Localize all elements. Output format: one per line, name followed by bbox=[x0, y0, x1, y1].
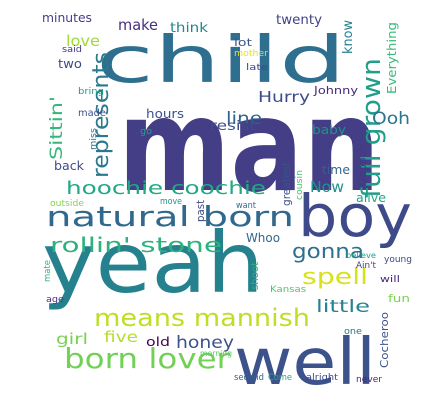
word-shoot: shoot bbox=[250, 262, 261, 290]
word-will: will bbox=[380, 275, 400, 285]
word-kansas: Kansas bbox=[270, 285, 306, 295]
word-now: Now bbox=[310, 178, 344, 196]
word-little: little bbox=[316, 297, 370, 317]
word-young: young bbox=[384, 255, 412, 265]
word-believe: believe bbox=[346, 251, 376, 260]
word-second: second bbox=[234, 373, 264, 383]
word-whoo: Whoo bbox=[246, 231, 280, 245]
word-lot: lot bbox=[234, 36, 253, 49]
word-outside: outside bbox=[50, 199, 84, 209]
word-minutes: minutes bbox=[42, 11, 92, 25]
word-resist: resist bbox=[210, 119, 256, 134]
word-know: know bbox=[341, 20, 356, 54]
word-alive: alive bbox=[356, 191, 386, 205]
word-born-lover: born lover bbox=[64, 342, 231, 375]
word-ooh: Ooh bbox=[372, 109, 410, 129]
word-one: one bbox=[344, 327, 362, 337]
word-hurry: Hurry bbox=[258, 88, 310, 106]
word-twenty: twenty bbox=[276, 13, 322, 28]
word-well: well bbox=[234, 326, 376, 400]
word-everything: Everything bbox=[385, 22, 399, 94]
word-want: want bbox=[236, 201, 256, 211]
word-two: two bbox=[58, 57, 82, 71]
word-fun: fun bbox=[388, 292, 410, 305]
word-time: time bbox=[322, 163, 350, 177]
word-rollin-stone: rollin' stone bbox=[50, 233, 222, 257]
word-sittin: Sittin' bbox=[47, 96, 67, 160]
word-love: love bbox=[66, 32, 100, 50]
word-hoochie-coochie: hoochie coochie bbox=[66, 178, 266, 199]
word-mate: mate bbox=[43, 260, 53, 282]
word-hours: hours bbox=[146, 107, 184, 121]
word-bring: bring bbox=[78, 87, 104, 97]
word-boy: boy bbox=[298, 182, 412, 250]
word-morning: morning bbox=[200, 349, 232, 358]
word-make: make bbox=[118, 16, 158, 34]
word-spell: spell bbox=[302, 265, 368, 290]
word-five: five bbox=[104, 328, 138, 346]
word-said: said bbox=[62, 45, 82, 55]
word-alright: alright bbox=[306, 373, 339, 383]
word-cocheroo: Cocheroo bbox=[378, 312, 391, 368]
word-come: Come bbox=[268, 373, 292, 383]
word-never: never bbox=[356, 375, 382, 385]
word-natural-born: natural born bbox=[46, 200, 294, 233]
word-yeah: yeah bbox=[42, 214, 264, 312]
word-represents: represents bbox=[89, 52, 114, 178]
word-cousin: cousin bbox=[295, 170, 305, 200]
word-baby: baby bbox=[312, 123, 346, 137]
word-made: made bbox=[78, 108, 106, 119]
word-honey: honey bbox=[176, 333, 234, 353]
word-aint: Ain't bbox=[356, 261, 376, 271]
word-miss: miss bbox=[89, 128, 99, 150]
word-man: man bbox=[118, 72, 380, 221]
word-johnny: Johnny bbox=[313, 84, 359, 97]
word-gonna: gonna bbox=[292, 239, 364, 263]
word-mother: mother bbox=[234, 49, 268, 59]
word-child: child bbox=[96, 24, 346, 98]
word-go: go bbox=[140, 127, 153, 137]
word-past: past bbox=[194, 199, 207, 222]
word-oooooh: Oooooh bbox=[356, 144, 369, 186]
word-full-grown: full grown bbox=[357, 58, 387, 198]
word-think: think bbox=[170, 21, 209, 36]
word-late: late bbox=[246, 63, 269, 73]
word-greatest: greatest bbox=[280, 161, 293, 206]
word-old: old bbox=[146, 335, 170, 349]
word-age: age bbox=[46, 295, 64, 305]
word-back: back bbox=[54, 159, 84, 173]
word-girl: girl bbox=[56, 330, 88, 348]
word-move: move bbox=[160, 197, 182, 207]
word-line: line bbox=[226, 109, 262, 129]
word-means-mannish: means mannish bbox=[94, 304, 310, 332]
